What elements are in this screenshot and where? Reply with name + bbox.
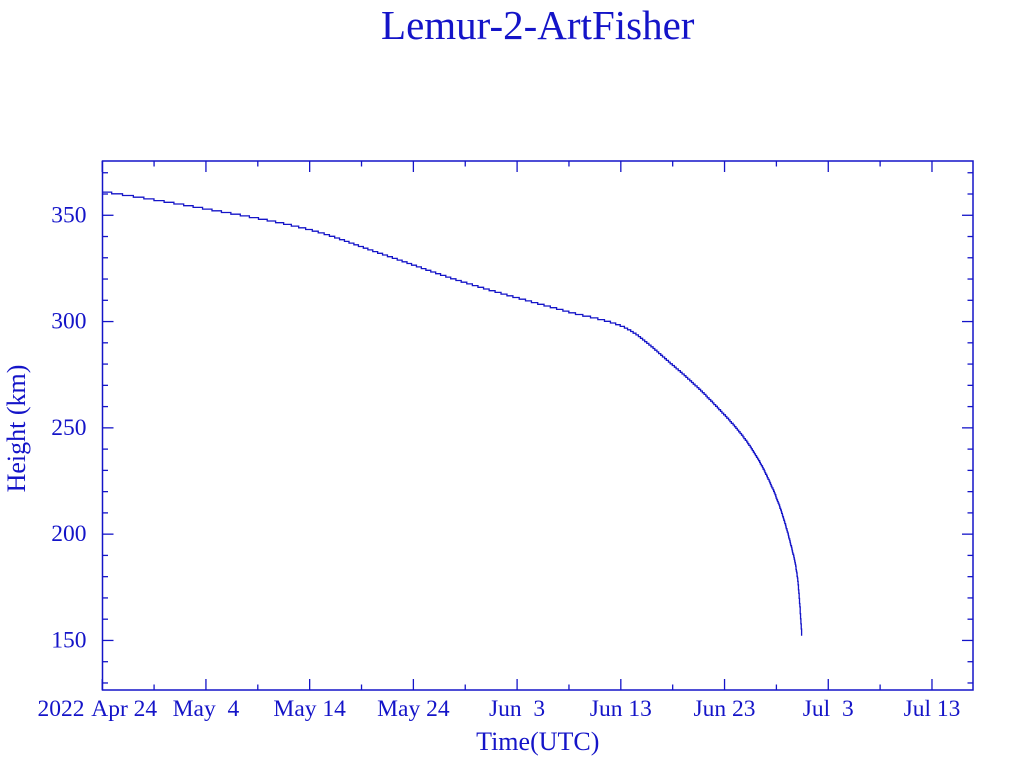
- svg-text:150: 150: [51, 627, 86, 653]
- svg-text:250: 250: [51, 415, 86, 441]
- svg-text:Jun 23: Jun 23: [694, 696, 756, 722]
- svg-text:May 24: May 24: [377, 696, 450, 722]
- svg-text:300: 300: [51, 309, 86, 335]
- svg-text:350: 350: [51, 202, 86, 228]
- svg-text:Lemur-2-ArtFisher: Lemur-2-ArtFisher: [381, 2, 695, 48]
- svg-text:2022: 2022: [38, 696, 85, 722]
- svg-text:Height (km): Height (km): [2, 365, 31, 493]
- svg-text:Apr 24: Apr 24: [91, 696, 157, 722]
- svg-text:May 14: May 14: [273, 696, 346, 722]
- svg-text:May 4: May 4: [173, 696, 240, 722]
- svg-text:Time(UTC): Time(UTC): [476, 727, 599, 756]
- svg-text:Jul 13: Jul 13: [904, 696, 961, 722]
- svg-text:Jun 3: Jun 3: [489, 696, 545, 722]
- svg-text:Jul 3: Jul 3: [803, 696, 854, 722]
- svg-text:200: 200: [51, 521, 86, 547]
- svg-text:Jun 13: Jun 13: [590, 696, 652, 722]
